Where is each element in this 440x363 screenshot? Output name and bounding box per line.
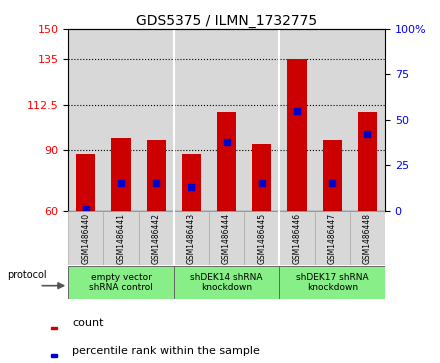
Text: GSM1486446: GSM1486446: [293, 213, 301, 264]
Bar: [51, 355, 57, 356]
Bar: [252, 144, 271, 211]
Bar: [209, 211, 244, 265]
Bar: [51, 327, 57, 330]
Bar: [323, 140, 342, 211]
Bar: [174, 266, 279, 299]
Bar: [76, 154, 95, 211]
Bar: [68, 211, 103, 265]
Text: percentile rank within the sample: percentile rank within the sample: [72, 346, 260, 356]
Bar: [174, 211, 209, 265]
Text: shDEK14 shRNA
knockdown: shDEK14 shRNA knockdown: [191, 273, 263, 292]
Text: shDEK17 shRNA
knockdown: shDEK17 shRNA knockdown: [296, 273, 369, 292]
Text: GSM1486443: GSM1486443: [187, 213, 196, 264]
Bar: [217, 112, 236, 211]
Text: empty vector
shRNA control: empty vector shRNA control: [89, 273, 153, 292]
Text: GSM1486442: GSM1486442: [152, 213, 161, 264]
Text: GSM1486440: GSM1486440: [81, 213, 90, 264]
Bar: [315, 211, 350, 265]
Bar: [358, 112, 377, 211]
Text: count: count: [72, 318, 103, 329]
Text: GSM1486448: GSM1486448: [363, 213, 372, 264]
Text: GSM1486447: GSM1486447: [328, 213, 337, 264]
Bar: [103, 211, 139, 265]
Bar: [244, 211, 279, 265]
Bar: [279, 266, 385, 299]
Text: GSM1486445: GSM1486445: [257, 213, 266, 264]
Bar: [111, 138, 131, 211]
Bar: [287, 59, 307, 211]
Text: protocol: protocol: [7, 270, 47, 280]
Bar: [147, 140, 166, 211]
Bar: [139, 211, 174, 265]
Title: GDS5375 / ILMN_1732775: GDS5375 / ILMN_1732775: [136, 14, 317, 28]
Text: GSM1486444: GSM1486444: [222, 213, 231, 264]
Bar: [68, 266, 174, 299]
Bar: [182, 154, 201, 211]
Bar: [350, 211, 385, 265]
Bar: [279, 211, 315, 265]
Text: GSM1486441: GSM1486441: [117, 213, 125, 264]
